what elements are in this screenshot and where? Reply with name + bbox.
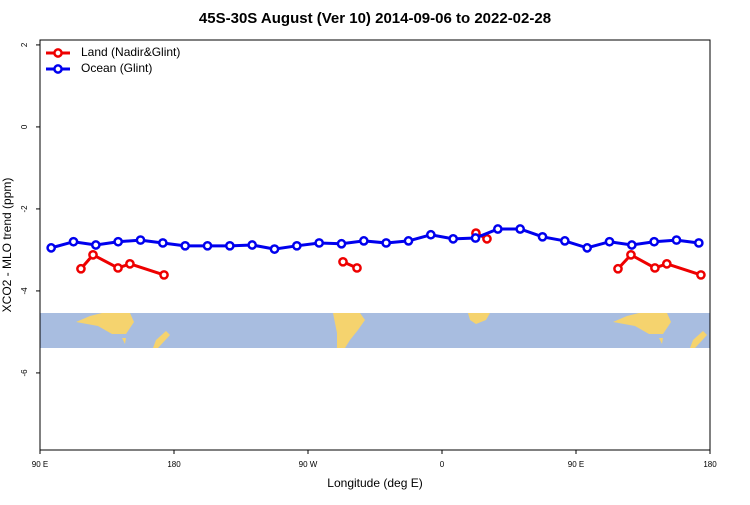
point <box>381 238 392 248</box>
point <box>492 224 503 234</box>
point <box>336 238 347 249</box>
y-tick-label: -6 <box>20 369 29 377</box>
point <box>88 249 98 260</box>
y-axis-label: XCO2 - MLO trend (ppm) <box>0 178 14 313</box>
point <box>515 224 526 234</box>
point <box>358 236 369 246</box>
point <box>68 236 79 247</box>
point <box>649 236 660 247</box>
point <box>180 240 191 251</box>
point <box>448 234 459 244</box>
point <box>159 270 169 280</box>
legend-marker <box>53 64 63 74</box>
point <box>247 240 258 250</box>
point <box>626 249 636 260</box>
plot-frame <box>39 39 711 451</box>
point <box>613 263 623 274</box>
x-axis-label: Longitude (deg E) <box>327 476 422 490</box>
point <box>470 233 481 243</box>
x-tick-label: 90 E <box>568 460 584 469</box>
point <box>650 263 660 273</box>
point <box>269 244 280 254</box>
land <box>468 313 490 324</box>
point <box>403 236 414 246</box>
point <box>482 234 492 244</box>
x-tick-label: 90 E <box>32 460 48 469</box>
x-tick-label: 90 W <box>299 460 318 469</box>
x-tick-label: 0 <box>440 460 445 469</box>
point <box>661 259 672 269</box>
point <box>559 236 570 246</box>
point <box>604 236 615 247</box>
point <box>157 238 168 248</box>
x-tick-label: 180 <box>703 460 717 469</box>
point <box>352 263 362 273</box>
point <box>671 235 682 245</box>
point <box>537 231 548 242</box>
x-tick-label: 180 <box>167 460 181 469</box>
y-tick-label: 2 <box>20 42 29 47</box>
y-tick-label: -4 <box>20 287 29 295</box>
legend-label: Land (Nadir&Glint) <box>81 45 180 59</box>
point <box>125 259 135 269</box>
map-strip <box>40 313 710 348</box>
point <box>626 240 637 250</box>
ocean-band <box>40 313 710 348</box>
land <box>613 313 707 348</box>
point <box>582 243 593 253</box>
y-tick-label: -2 <box>20 205 29 213</box>
point <box>425 229 436 240</box>
point <box>338 256 348 267</box>
point <box>224 240 235 251</box>
point <box>46 243 57 253</box>
land <box>76 313 170 348</box>
point <box>291 240 302 251</box>
point <box>76 263 86 274</box>
legend-marker <box>53 48 63 58</box>
legend-label: Ocean (Glint) <box>81 61 152 75</box>
y-tick-label: 0 <box>20 124 29 129</box>
point <box>696 270 706 280</box>
point <box>693 238 704 248</box>
point <box>113 236 124 247</box>
series-line <box>50 227 700 251</box>
land <box>333 313 365 348</box>
chart-title: 45S-30S August (Ver 10) 2014-09-06 to 20… <box>199 10 551 27</box>
point <box>90 240 101 250</box>
point <box>314 238 325 248</box>
point <box>113 263 123 273</box>
point <box>202 240 213 251</box>
point <box>135 235 146 245</box>
